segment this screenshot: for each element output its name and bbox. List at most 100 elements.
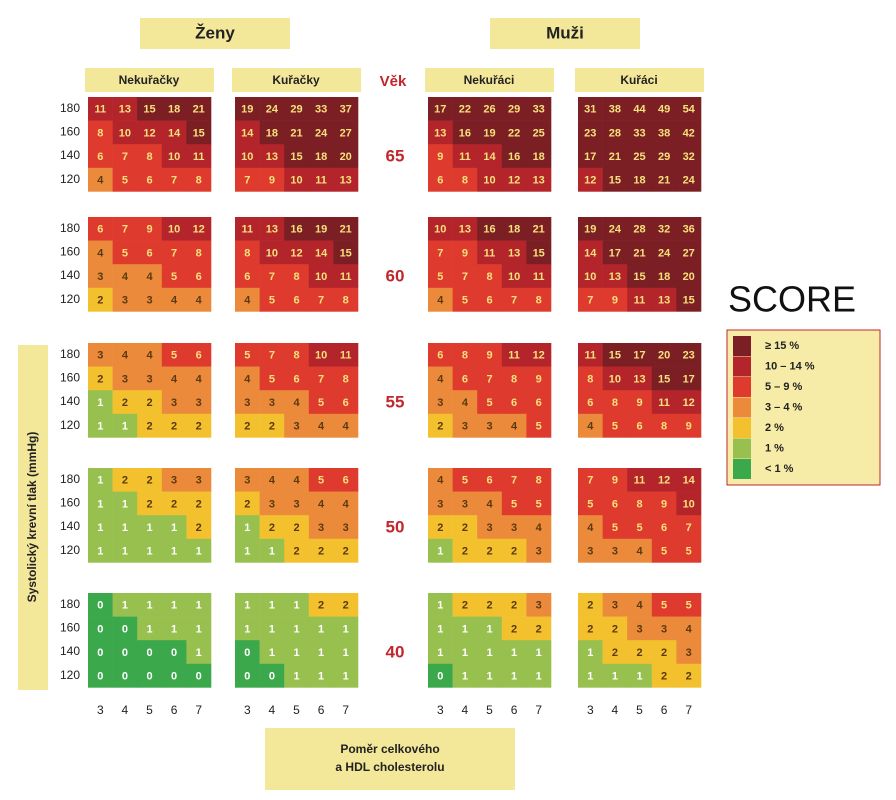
cell-value: 3 xyxy=(293,498,299,510)
x-tick-label: 7 xyxy=(195,703,202,717)
cell xyxy=(284,468,310,492)
cell xyxy=(651,144,677,169)
age-label: 50 xyxy=(386,517,405,536)
cell xyxy=(308,468,334,492)
cell xyxy=(235,217,260,241)
y-tick-label: 160 xyxy=(60,621,80,635)
cell xyxy=(137,120,163,145)
x-tick-label: 3 xyxy=(244,703,251,717)
cell xyxy=(578,287,603,312)
cell-value: 11 xyxy=(340,271,352,283)
cell-value: 9 xyxy=(437,151,443,163)
cell-value: 3 xyxy=(171,475,177,487)
cell-value: 5 xyxy=(686,546,692,558)
cell xyxy=(676,616,702,641)
cell xyxy=(627,167,653,192)
cell xyxy=(284,515,310,540)
cell xyxy=(578,593,603,617)
cell xyxy=(259,240,285,265)
cell xyxy=(452,515,478,540)
cell xyxy=(501,663,527,688)
cell-value: 1 xyxy=(343,647,349,659)
cell-value: 8 xyxy=(343,373,349,385)
cell xyxy=(259,593,285,617)
y-tick-label: 180 xyxy=(60,472,80,486)
age-label: 40 xyxy=(386,642,405,661)
cell xyxy=(259,97,285,121)
cell xyxy=(137,343,163,367)
cell xyxy=(602,343,628,367)
cell xyxy=(602,491,628,516)
cell xyxy=(161,593,187,617)
cell xyxy=(333,366,359,391)
cell-value: 8 xyxy=(612,397,618,409)
cell-value: 18 xyxy=(508,224,520,236)
cell xyxy=(235,413,260,438)
cell-value: 10 xyxy=(683,498,695,510)
cell xyxy=(676,593,702,617)
cell-value: 2 xyxy=(97,373,103,385)
cell xyxy=(137,240,163,265)
cell xyxy=(259,413,285,438)
cell-value: 1 xyxy=(462,671,468,683)
cell-value: 1 xyxy=(171,623,177,635)
cell xyxy=(578,468,603,492)
cell xyxy=(452,413,478,438)
cell xyxy=(526,167,552,192)
cell xyxy=(501,343,527,367)
cell-value: 4 xyxy=(462,397,469,409)
cell-value: 12 xyxy=(658,475,670,487)
cell xyxy=(428,616,453,641)
cell xyxy=(186,167,212,192)
cell xyxy=(501,144,527,169)
cell-value: 4 xyxy=(437,295,444,307)
cell-value: 17 xyxy=(609,247,621,259)
cell xyxy=(333,343,359,367)
cell-value: 38 xyxy=(609,104,621,116)
cell-value: 9 xyxy=(661,498,667,510)
cell-value: 13 xyxy=(119,104,131,116)
cell xyxy=(259,366,285,391)
cell-value: 4 xyxy=(196,373,203,385)
cell-value: 7 xyxy=(486,373,492,385)
cell xyxy=(627,390,653,415)
cell xyxy=(526,538,552,563)
cell xyxy=(284,217,310,241)
age-title: Věk xyxy=(380,73,407,90)
cell-value: 1 xyxy=(269,647,275,659)
cell-value: 13 xyxy=(533,175,545,187)
cell xyxy=(676,413,702,438)
cell-value: 19 xyxy=(315,224,327,236)
cell-value: 3 xyxy=(462,421,468,433)
cell-value: 2 xyxy=(146,421,152,433)
cell xyxy=(452,97,478,121)
cell xyxy=(308,120,334,145)
cell-value: 27 xyxy=(683,247,695,259)
cell-value: 18 xyxy=(533,151,545,163)
cell-value: 14 xyxy=(168,127,181,139)
cell xyxy=(526,240,552,265)
cell-value: 11 xyxy=(241,224,253,236)
cell xyxy=(676,240,702,265)
cell-value: 29 xyxy=(508,104,520,116)
cell-value: 21 xyxy=(633,247,645,259)
cell xyxy=(284,663,310,688)
cell-value: 2 xyxy=(269,522,275,534)
cell-value: 5 xyxy=(437,271,443,283)
cell xyxy=(578,390,603,415)
cell xyxy=(651,287,677,312)
cell xyxy=(627,217,653,241)
cell-value: 5 xyxy=(661,600,667,612)
x-tick-label: 4 xyxy=(122,703,129,717)
cell xyxy=(578,343,603,367)
cell-value: 7 xyxy=(269,271,275,283)
cell-value: 2 xyxy=(146,397,152,409)
cell xyxy=(284,167,310,192)
cell-value: 0 xyxy=(437,671,443,683)
cell-value: 1 xyxy=(511,671,517,683)
cell xyxy=(137,413,163,438)
cell-value: 4 xyxy=(437,475,444,487)
y-tick-label: 160 xyxy=(60,125,80,139)
cell xyxy=(651,616,677,641)
